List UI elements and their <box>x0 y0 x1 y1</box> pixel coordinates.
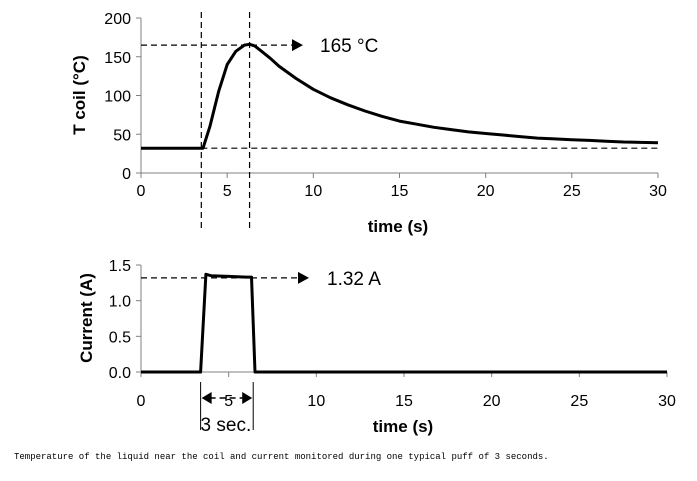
peak-arrowhead <box>298 271 309 284</box>
y-tick-label: 0 <box>122 166 131 183</box>
x-axis-title: time (s) <box>373 417 433 436</box>
duration-label: 3 sec. <box>201 415 252 436</box>
y-tick-label: 50 <box>113 127 131 144</box>
peak-label: 1.32 A <box>327 269 381 290</box>
y-tick-label: 1.0 <box>109 294 131 311</box>
x-tick-label: 0 <box>137 393 146 410</box>
current-chart: 0.0 0.5 1.0 1.5 0 5 10 15 20 25 30 time (s) Current … <box>77 258 676 436</box>
x-tick-label: 30 <box>649 183 667 200</box>
x-tick-label: 0 <box>137 183 146 200</box>
y-tick-label: 200 <box>104 11 131 28</box>
x-axis-title: time (s) <box>368 217 428 236</box>
duration-arrowhead-right <box>242 392 253 404</box>
peak-label: 165 °C <box>320 36 378 57</box>
x-tick-label: 10 <box>307 393 325 410</box>
data-line <box>141 272 667 374</box>
y-axis-title: T coil (°C) <box>70 55 89 135</box>
x-tick-label: 5 <box>224 393 233 410</box>
figure-caption: Temperature of the liquid near the coil … <box>14 452 549 462</box>
y-tick-label: 0.0 <box>109 365 131 382</box>
x-tick-label: 30 <box>658 393 676 410</box>
x-tick-label: 10 <box>304 183 322 200</box>
x-tick-label: 15 <box>395 393 413 410</box>
x-tick-label: 15 <box>391 183 409 200</box>
x-tick-label: 5 <box>223 183 232 200</box>
data-line <box>141 42 659 150</box>
x-tick-label: 20 <box>483 393 501 410</box>
x-tick-label: 25 <box>563 183 581 200</box>
y-tick-label: 150 <box>104 50 131 67</box>
temperature-chart: 0 50 100 150 200 0 5 10 15 20 25 30 time (s) T coil (… <box>70 11 667 236</box>
y-tick-label: 100 <box>104 89 131 106</box>
peak-arrowhead <box>292 39 303 52</box>
y-tick-label: 0.5 <box>109 329 131 346</box>
y-tick-label: 1.5 <box>109 258 131 275</box>
x-tick-label: 25 <box>570 393 588 410</box>
y-axis-title: Current (A) <box>77 273 96 363</box>
x-tick-label: 20 <box>477 183 495 200</box>
duration-arrowhead-left <box>201 392 212 404</box>
